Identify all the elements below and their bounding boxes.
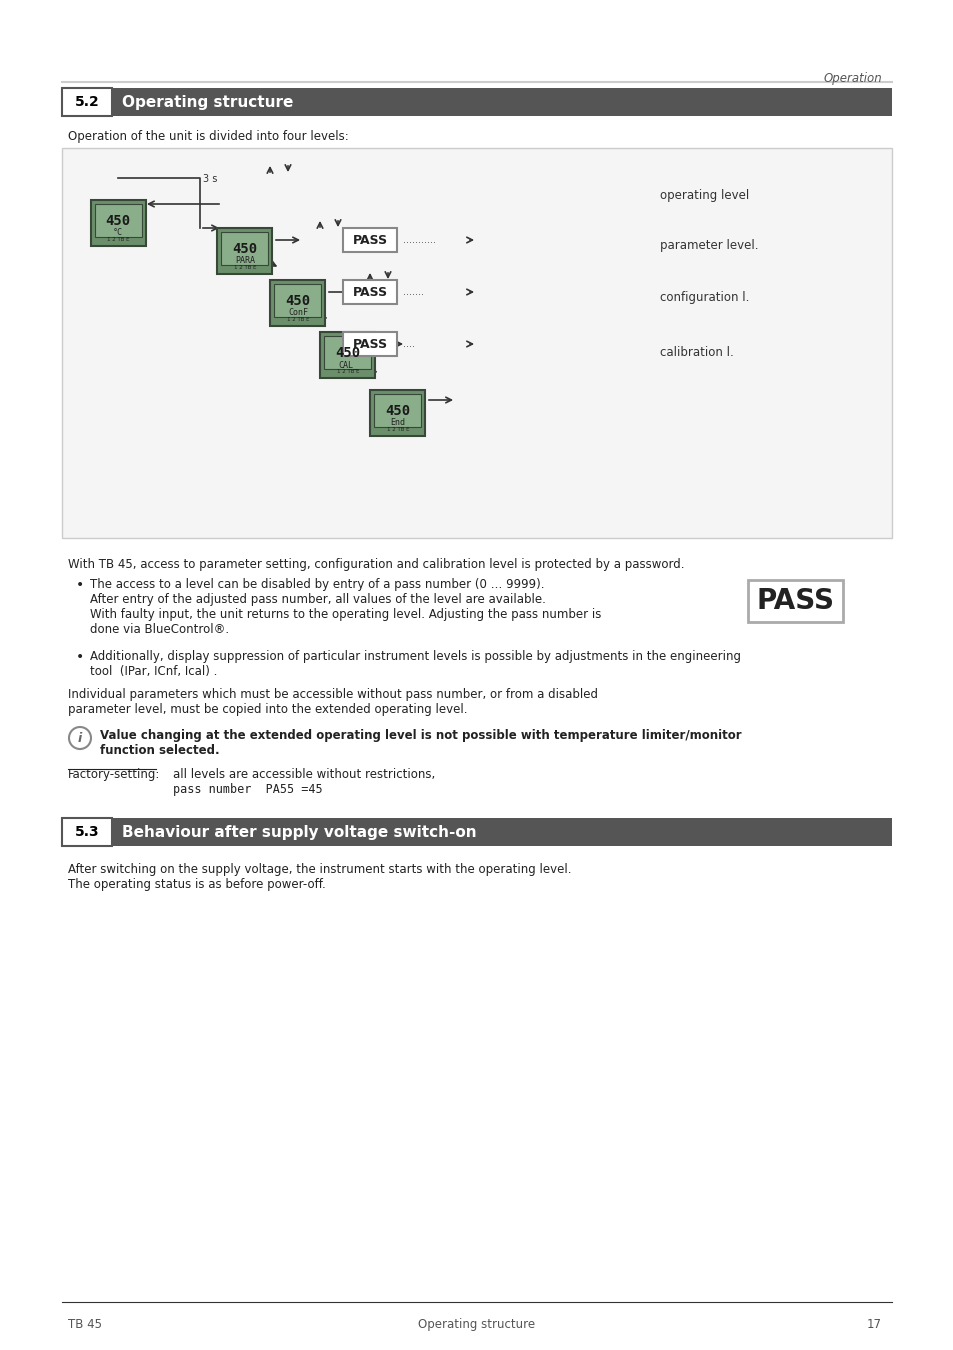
Text: 1 2 TB E: 1 2 TB E bbox=[336, 369, 359, 374]
Text: PASS: PASS bbox=[352, 285, 387, 298]
Text: Operation: Operation bbox=[822, 72, 882, 85]
Text: .......: ....... bbox=[402, 288, 423, 297]
Bar bbox=[343, 279, 396, 304]
Text: Value changing at the extended operating level is not possible with temperature : Value changing at the extended operating… bbox=[100, 729, 740, 757]
Text: operating level: operating level bbox=[659, 189, 748, 201]
Text: Operating structure: Operating structure bbox=[122, 95, 294, 109]
Bar bbox=[747, 580, 842, 622]
Text: PARA: PARA bbox=[234, 256, 254, 265]
Text: Operating structure: Operating structure bbox=[418, 1318, 535, 1331]
Text: Operation of the unit is divided into four levels:: Operation of the unit is divided into fo… bbox=[68, 130, 349, 143]
Text: i: i bbox=[78, 732, 82, 744]
Text: With TB 45, access to parameter setting, configuration and calibration level is : With TB 45, access to parameter setting,… bbox=[68, 558, 684, 571]
Text: 1 2 TB E: 1 2 TB E bbox=[107, 238, 129, 242]
Bar bbox=[274, 284, 321, 317]
Text: TB 45: TB 45 bbox=[68, 1318, 102, 1331]
Bar bbox=[221, 232, 268, 265]
Text: Additionally, display suppression of particular instrument levels is possible by: Additionally, display suppression of par… bbox=[90, 649, 740, 678]
Text: 5.3: 5.3 bbox=[74, 825, 99, 838]
Text: Factory-setting:: Factory-setting: bbox=[68, 768, 160, 782]
Text: 3 s: 3 s bbox=[203, 174, 217, 184]
Text: ...........: ........... bbox=[402, 235, 436, 244]
Text: °C: °C bbox=[112, 228, 123, 238]
Text: 450: 450 bbox=[335, 346, 360, 359]
Text: PASS: PASS bbox=[352, 338, 387, 351]
Bar bbox=[343, 332, 396, 356]
Bar bbox=[112, 818, 891, 846]
Bar bbox=[62, 148, 891, 539]
Text: PASS: PASS bbox=[756, 587, 834, 616]
Text: The access to a level can be disabled by entry of a pass number (0 … 9999).
Afte: The access to a level can be disabled by… bbox=[90, 578, 600, 636]
Text: parameter level.: parameter level. bbox=[659, 239, 758, 251]
Text: 17: 17 bbox=[866, 1318, 882, 1331]
Text: Behaviour after supply voltage switch-on: Behaviour after supply voltage switch-on bbox=[122, 825, 476, 840]
Text: 1 2 TB E: 1 2 TB E bbox=[287, 317, 309, 323]
Bar bbox=[91, 200, 146, 246]
Bar bbox=[271, 279, 325, 325]
Text: ConF: ConF bbox=[288, 308, 308, 317]
Text: pass number  PA55 =45: pass number PA55 =45 bbox=[172, 783, 322, 796]
Text: 450: 450 bbox=[233, 242, 257, 255]
Bar bbox=[324, 336, 371, 369]
Bar bbox=[112, 88, 891, 116]
Bar bbox=[94, 204, 141, 238]
Text: 450: 450 bbox=[385, 404, 410, 417]
Text: Individual parameters which must be accessible without pass number, or from a di: Individual parameters which must be acce… bbox=[68, 688, 598, 716]
Bar bbox=[62, 88, 112, 116]
Text: •: • bbox=[76, 578, 84, 593]
Text: configuration l.: configuration l. bbox=[659, 292, 749, 305]
Text: End: End bbox=[390, 418, 405, 427]
Bar bbox=[370, 390, 425, 436]
Text: calibration l.: calibration l. bbox=[659, 346, 733, 359]
Text: 450: 450 bbox=[285, 294, 311, 308]
Text: CAL_: CAL_ bbox=[337, 360, 357, 369]
Text: PASS: PASS bbox=[352, 234, 387, 247]
Text: ....: .... bbox=[402, 339, 415, 350]
Bar bbox=[375, 394, 421, 427]
Text: 450: 450 bbox=[106, 213, 131, 228]
Bar bbox=[343, 228, 396, 252]
Text: all levels are accessible without restrictions,: all levels are accessible without restri… bbox=[172, 768, 435, 782]
Bar bbox=[320, 332, 375, 378]
Text: 1 2 TB E: 1 2 TB E bbox=[386, 427, 409, 432]
Text: •: • bbox=[76, 649, 84, 664]
Text: 1 2 TB E: 1 2 TB E bbox=[233, 265, 256, 270]
Bar bbox=[62, 818, 112, 846]
Text: 5.2: 5.2 bbox=[74, 95, 99, 109]
Text: After switching on the supply voltage, the instrument starts with the operating : After switching on the supply voltage, t… bbox=[68, 863, 571, 891]
Bar bbox=[217, 228, 273, 274]
